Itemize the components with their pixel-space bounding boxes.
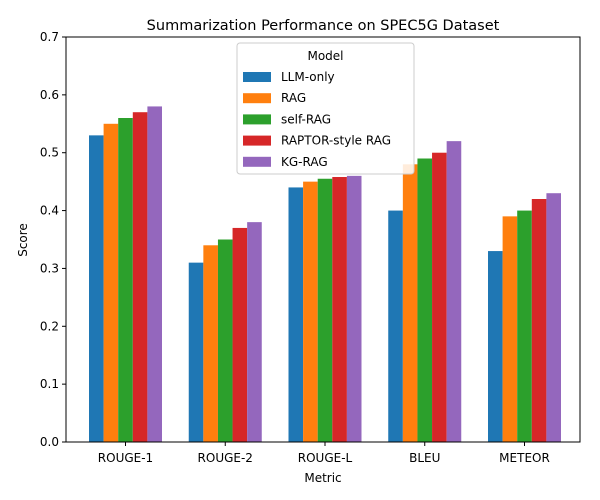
- bar-self-rag-rouge-1: [118, 118, 133, 442]
- bar-raptor-style-rag-rouge-1: [132, 112, 148, 443]
- y-tick-label: 0.7: [40, 30, 59, 44]
- bar-rag-rouge-1: [103, 123, 119, 442]
- bar-rag-rouge-2: [203, 245, 218, 442]
- bar-raptor-style-rag-rouge-l: [332, 177, 347, 442]
- legend-label: RAPTOR-style RAG: [281, 134, 391, 148]
- bar-rag-meteor: [502, 216, 518, 442]
- bar-raptor-style-rag-rouge-2: [232, 227, 248, 442]
- x-tick-label: ROUGE-L: [298, 451, 353, 465]
- bar-kg-rag-rouge-1: [147, 106, 162, 443]
- legend-swatch: [243, 156, 271, 167]
- bar-raptor-style-rag-meteor: [531, 199, 547, 442]
- x-tick-label: METEOR: [499, 451, 550, 465]
- legend-label: LLM-only: [281, 70, 335, 84]
- bar-self-rag-bleu: [417, 158, 433, 442]
- legend-swatch: [243, 93, 271, 104]
- y-tick-label: 0.6: [40, 88, 59, 102]
- y-tick-label: 0.3: [40, 261, 59, 275]
- bar-llm-only-bleu: [388, 210, 403, 442]
- chart-title: Summarization Performance on SPEC5G Data…: [147, 18, 500, 34]
- legend-swatch: [243, 114, 271, 125]
- bar-kg-rag-meteor: [546, 193, 561, 442]
- bar-raptor-style-rag-bleu: [432, 152, 447, 442]
- x-tick-label: ROUGE-1: [98, 451, 153, 465]
- y-tick-label: 0.0: [40, 435, 59, 449]
- bar-llm-only-rouge-1: [89, 135, 104, 443]
- x-tick-label: ROUGE-2: [198, 451, 253, 465]
- bar-rag-bleu: [402, 164, 418, 443]
- y-tick-label: 0.1: [40, 377, 59, 391]
- y-tick-label: 0.4: [40, 204, 59, 218]
- legend-frame: [236, 42, 415, 175]
- y-tick-label: 0.2: [40, 319, 59, 333]
- bar-kg-rag-bleu: [446, 141, 462, 442]
- bar-kg-rag-rouge-l: [346, 175, 362, 443]
- legend-label: self-RAG: [281, 112, 331, 126]
- y-axis: 0.0 0.1 0.2 0.3 0.4 0.5 0.6 0.7: [40, 30, 66, 449]
- legend-label: KG-RAG: [281, 155, 328, 169]
- legend-title: Model: [307, 49, 343, 63]
- plot-frame: [65, 36, 581, 443]
- bar-self-rag-rouge-2: [217, 239, 233, 442]
- y-tick-label: 0.5: [40, 146, 59, 160]
- bar-llm-only-rouge-l: [288, 187, 304, 442]
- bars-layer: [89, 106, 561, 443]
- legend-swatch: [243, 135, 271, 146]
- x-axis: ROUGE-1 ROUGE-2 ROUGE-L BLEU METEOR: [98, 442, 550, 465]
- bar-self-rag-meteor: [517, 210, 532, 442]
- bar-llm-only-meteor: [488, 251, 503, 442]
- legend-label: RAG: [281, 91, 306, 105]
- bar-kg-rag-rouge-2: [247, 222, 262, 442]
- legend-swatch: [243, 72, 271, 82]
- bar-rag-rouge-l: [303, 181, 318, 442]
- bar-self-rag-rouge-l: [317, 178, 333, 442]
- x-tick-label: BLEU: [409, 451, 440, 465]
- y-axis-label: Score: [16, 223, 30, 257]
- legend: Model LLM-only RAG self-RAG RAPTOR-style RA…: [236, 42, 415, 175]
- bar-llm-only-rouge-2: [188, 262, 204, 442]
- x-axis-label: Metric: [304, 471, 341, 485]
